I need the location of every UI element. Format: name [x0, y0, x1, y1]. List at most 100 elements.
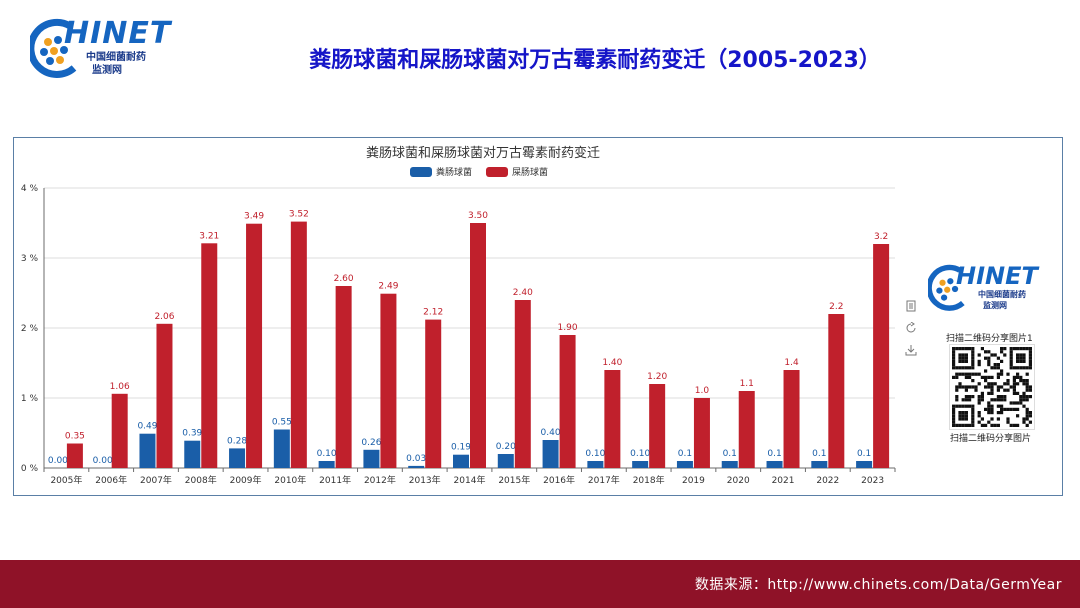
data-label-series-2: 3.2 [874, 232, 888, 242]
data-label-series-1: 0.1 [678, 449, 692, 459]
bar-series-2 [425, 319, 442, 468]
bar-series-1 [453, 454, 469, 468]
refresh-icon[interactable] [903, 321, 919, 338]
x-tick-label: 2012年 [364, 474, 396, 486]
data-label-series-1: 0.1 [723, 449, 737, 459]
bar-series-1 [408, 465, 425, 468]
x-tick-label: 2019 [682, 476, 705, 486]
bar-series-2 [335, 286, 352, 468]
slide-title: 粪肠球菌和屎肠球菌对万古霉素耐药变迁（2005-2023） [309, 48, 881, 73]
x-tick-label: 2023 [861, 476, 884, 486]
data-label-series-1: 0.39 [182, 429, 202, 439]
x-tick-label: 2014年 [454, 474, 486, 486]
bar-series-2 [66, 443, 83, 468]
qr-code-icon[interactable] [949, 344, 1035, 430]
x-tick-label: 2016年 [543, 474, 575, 486]
data-label-series-1: 0.49 [137, 422, 157, 432]
y-tick-label: 0 % [21, 464, 39, 474]
data-label-series-2: 2.2 [829, 302, 843, 312]
bar-series-1 [139, 433, 156, 468]
bar-series-2 [783, 370, 800, 468]
legend-label-series-1: 粪肠球菌 [436, 168, 473, 178]
bar-series-2 [514, 300, 531, 468]
data-label-series-2: 1.0 [695, 386, 710, 396]
data-label-series-1: 0.00 [48, 456, 68, 466]
data-label-series-2: 1.20 [647, 372, 667, 382]
data-label-series-1: 0.26 [361, 438, 381, 448]
x-tick-label: 2018年 [633, 474, 665, 486]
data-label-series-2: 2.12 [423, 308, 443, 318]
bar-series-1 [318, 461, 335, 468]
x-tick-label: 2013年 [409, 474, 441, 486]
bar-series-2 [156, 323, 173, 468]
bar-series-1 [184, 440, 201, 468]
side-logo-globe-icon [928, 264, 965, 311]
side-logo-line2: 监测网 [983, 301, 1007, 310]
bar-series-1 [856, 461, 873, 468]
y-tick-label: 3 % [21, 254, 39, 264]
bar-series-2 [201, 243, 218, 468]
data-label-series-1: 0.03 [406, 454, 426, 464]
bar-series-2 [111, 393, 128, 468]
data-label-series-1: 0.10 [317, 449, 337, 459]
data-label-series-1: 0.20 [496, 442, 516, 452]
data-label-series-1: 0.10 [585, 449, 605, 459]
document-icon[interactable] [903, 300, 919, 316]
bar-series-2 [693, 398, 710, 468]
bar-series-2 [738, 391, 755, 468]
data-label-series-2: 1.90 [558, 323, 578, 333]
bar-series-2 [380, 293, 397, 468]
bar-series-2 [828, 314, 845, 468]
bar-series-1 [766, 461, 783, 468]
data-label-series-1: 0.28 [227, 436, 247, 446]
side-logo-word: HINET [956, 262, 1038, 290]
chinet-logo: HINET 中国细菌耐药 监测网 [30, 14, 190, 86]
legend-item-series-2[interactable]: 屎肠球菌 [486, 165, 548, 178]
y-tick-label: 2 % [21, 324, 39, 334]
bar-series-2 [246, 223, 263, 468]
data-label-series-2: 1.06 [110, 382, 130, 392]
data-label-series-2: 2.40 [513, 288, 533, 298]
footer-bar: 数据来源：http://www.chinets.com/Data/GermYea… [0, 560, 1080, 608]
data-label-series-1: 0.40 [541, 428, 561, 438]
download-icon[interactable] [903, 344, 919, 360]
qr-caption-bottom: 扫描二维码分享图片 [950, 434, 1032, 444]
logo-globe-icon [30, 18, 77, 78]
x-tick-label: 2021 [772, 476, 795, 486]
legend-label-series-2: 屎肠球菌 [512, 168, 549, 178]
x-tick-label: 2022 [816, 476, 839, 486]
x-tick-label: 2006年 [95, 474, 127, 486]
legend-item-series-1[interactable]: 粪肠球菌 [410, 165, 472, 178]
chart-title: 粪肠球菌和屎肠球菌对万古霉素耐药变迁 [365, 146, 600, 161]
data-label-series-1: 0.1 [767, 449, 781, 459]
bar-series-2 [470, 223, 486, 468]
x-tick-label: 2015年 [498, 474, 530, 486]
data-label-series-2: 1.40 [602, 358, 622, 368]
data-label-series-2: 1.1 [740, 379, 754, 389]
x-tick-label: 2005年 [50, 474, 82, 486]
data-source-text: 数据来源：http://www.chinets.com/Data/GermYea… [694, 577, 1062, 593]
data-label-series-2: 0.35 [65, 432, 85, 442]
data-label-series-1: 0.1 [812, 449, 826, 459]
chart-legend: 粪肠球菌 屎肠球菌 [410, 165, 548, 178]
x-tick-label: 2011年 [319, 474, 351, 486]
bar-series-2 [873, 244, 890, 468]
data-label-series-2: 3.52 [289, 210, 309, 220]
bar-series-1 [363, 449, 380, 468]
data-label-series-2: 3.49 [244, 212, 264, 222]
side-logo: HINET 中国细菌耐药 监测网 [928, 262, 1068, 322]
chart-toolbox [903, 300, 919, 366]
y-tick-label: 1 % [21, 394, 39, 404]
data-label-series-2: 1.4 [784, 358, 799, 368]
bar-series-1 [497, 454, 514, 468]
data-label-series-1: 0.55 [272, 418, 292, 428]
data-label-series-2: 3.50 [468, 211, 488, 221]
x-tick-label: 2017年 [588, 474, 620, 486]
bar-series-1 [587, 461, 604, 468]
x-tick-label: 2010年 [274, 474, 306, 486]
data-label-series-1: 0.00 [93, 456, 113, 466]
data-label-series-1: 0.1 [857, 449, 871, 459]
logo-subtitle-line1: 中国细菌耐药 [86, 52, 146, 63]
bar-series-1 [273, 429, 290, 468]
data-label-series-1: 0.10 [630, 449, 650, 459]
